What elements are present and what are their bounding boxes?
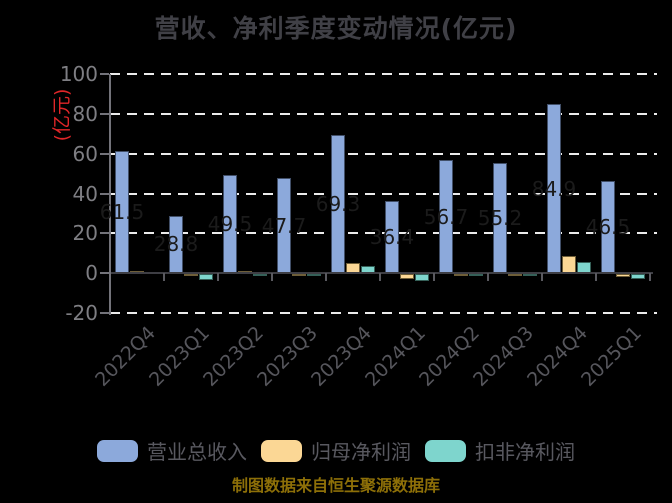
bar-deducted-profit-2024Q2	[469, 274, 483, 277]
bar-deducted-profit-2024Q1	[415, 274, 429, 282]
y-tick-label-40: 40	[72, 181, 98, 206]
bar-value-label: 46.5	[585, 214, 631, 239]
bar-deducted-profit-2024Q3	[523, 274, 537, 277]
bar-value-label: 49.5	[207, 211, 253, 236]
bar-value-label: 69.3	[315, 192, 361, 217]
gridline-100	[110, 73, 657, 75]
legend: 营业总收入 归母净利润 扣非净利润	[0, 436, 672, 465]
gridline--20	[110, 312, 657, 314]
data-source-note: 制图数据来自恒生聚源数据库	[231, 476, 440, 495]
x-tick-10	[649, 273, 651, 282]
bar-value-label: 28.8	[153, 232, 199, 257]
x-tick-8	[541, 273, 543, 282]
y-tick-80	[100, 112, 109, 115]
bar-net-profit-2024Q3	[508, 274, 522, 277]
legend-item-deducted-profit: 扣非净利润	[425, 436, 575, 465]
bar-value-label: 84.9	[531, 176, 577, 201]
bar-value-label: 47.7	[261, 213, 307, 238]
x-tick-3	[271, 273, 273, 282]
bar-net-profit-2023Q1	[184, 274, 198, 277]
y-tick-label-0: 0	[85, 261, 98, 286]
legend-label-net-profit: 归母净利润	[311, 440, 411, 464]
legend-item-revenue: 营业总收入	[97, 436, 247, 465]
x-tick-4	[325, 273, 327, 282]
x-tick-9	[595, 273, 597, 282]
chart-title: 营收、净利季度变动情况(亿元)	[154, 14, 518, 43]
bar-value-label: 56.7	[423, 204, 469, 229]
bar-deducted-profit-2023Q3	[307, 274, 321, 277]
y-tick-label-60: 60	[72, 141, 98, 166]
bar-deducted-profit-2025Q1	[631, 274, 645, 279]
legend-item-net-profit: 归母净利润	[261, 436, 411, 465]
x-tick-1	[163, 273, 165, 282]
bar-net-profit-2025Q1	[616, 274, 630, 278]
y-tick-label--20: -20	[65, 301, 98, 325]
legend-label-deducted-profit: 扣非净利润	[475, 440, 575, 464]
y-tick-label-100: 100	[59, 62, 98, 86]
bar-net-profit-2024Q4	[562, 256, 576, 274]
bar-net-profit-2023Q3	[292, 274, 306, 277]
gridline-20	[110, 232, 657, 235]
gridline-40	[110, 192, 657, 195]
x-axis-label-2022Q4: 2022Q4	[90, 322, 160, 391]
y-tick-100	[100, 73, 109, 75]
x-axis-line	[110, 272, 653, 275]
gridline-60	[110, 152, 657, 155]
y-tick-0	[100, 272, 109, 275]
y-tick-label-20: 20	[72, 221, 98, 246]
gridline-80	[110, 112, 657, 115]
bar-value-label: 36.4	[369, 224, 415, 249]
y-tick-20	[100, 232, 109, 235]
bar-net-profit-2024Q1	[400, 274, 414, 280]
bar-deducted-profit-2023Q2	[253, 274, 267, 277]
y-tick-40	[100, 192, 109, 195]
x-tick-7	[487, 273, 489, 282]
x-tick-6	[433, 273, 435, 282]
legend-label-revenue: 营业总收入	[147, 440, 247, 464]
bar-net-profit-2024Q2	[454, 274, 468, 277]
bar-value-label: 55.2	[477, 206, 523, 231]
legend-swatch-revenue	[97, 439, 138, 462]
plot-area: 100 80 60 40 20 0 -20 61.5 2022Q4 28.8 2023Q1 49.5 2…	[60, 62, 657, 391]
y-axis-line	[109, 74, 111, 315]
legend-swatch-net-profit	[261, 439, 302, 462]
legend-swatch-deducted-profit	[425, 439, 466, 462]
y-tick--20	[100, 312, 109, 314]
y-tick-label-80: 80	[72, 101, 98, 126]
x-tick-2	[217, 273, 219, 282]
bar-deducted-profit-2023Q1	[199, 274, 213, 281]
bar-value-label: 61.5	[99, 199, 145, 224]
x-tick-5	[379, 273, 381, 282]
y-tick-60	[100, 152, 109, 155]
